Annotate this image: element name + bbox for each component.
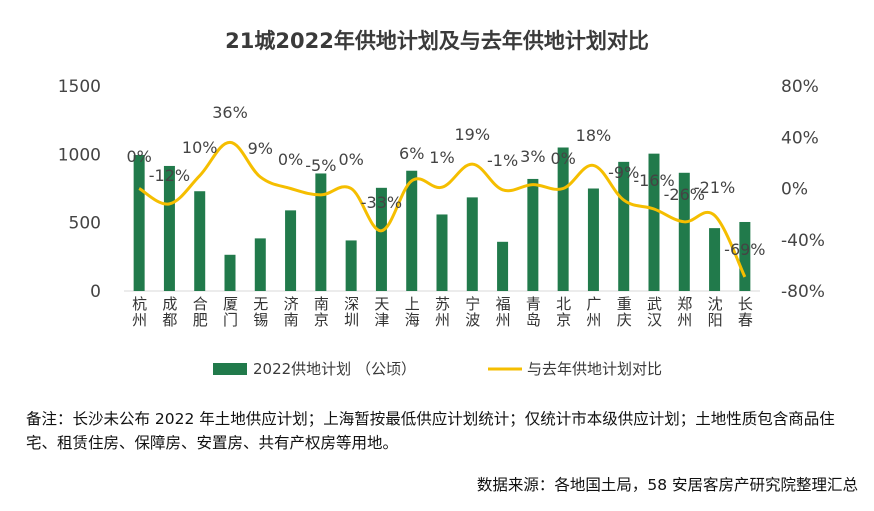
line-data-label: 19% <box>455 125 491 144</box>
line-data-label: -26% <box>664 185 705 204</box>
bar <box>678 172 690 291</box>
category-label: 无锡 <box>251 296 269 328</box>
category-label: 武汉 <box>645 296 663 328</box>
left-tick-label: 1500 <box>58 77 101 97</box>
bar <box>163 165 175 291</box>
line-data-label: -69% <box>724 240 765 259</box>
line-data-label: 10% <box>182 138 218 157</box>
category-label: 长春 <box>736 296 754 328</box>
data-source: 数据来源：各地国土局，58 安居客房产研究院整理汇总 <box>476 476 858 494</box>
legend: 2022供地计划 （公顷） 与去年供地计划对比 <box>213 360 662 378</box>
line-data-label: 0% <box>550 149 575 168</box>
bar <box>375 187 387 291</box>
category-label: 南京 <box>312 296 330 328</box>
category-label: 杭州 <box>130 296 148 328</box>
category-label: 沈阳 <box>706 296 724 328</box>
category-label: 苏州 <box>433 296 451 328</box>
left-tick-label: 0 <box>90 282 101 302</box>
bar <box>345 240 357 291</box>
left-tick-label: 500 <box>69 214 101 234</box>
category-label: 上海 <box>403 296 421 328</box>
bar <box>194 191 206 291</box>
category-label: 成都 <box>160 296 178 328</box>
bar <box>436 214 448 291</box>
category-label: 宁波 <box>463 296 481 328</box>
line-data-label: -5% <box>305 156 336 175</box>
category-label: 深圳 <box>342 296 360 328</box>
right-tick-label: -80% <box>781 282 825 302</box>
line-data-label: 18% <box>576 126 612 145</box>
bar <box>648 153 660 291</box>
bar <box>709 228 721 291</box>
category-label: 福州 <box>494 296 512 328</box>
line-data-label: 0% <box>338 150 363 169</box>
bar <box>254 238 266 291</box>
line-data-label: -21% <box>694 178 735 197</box>
bar <box>497 241 509 291</box>
line-data-label: -12% <box>149 166 190 185</box>
line-data-label: -1% <box>487 151 518 170</box>
chart-title: 21城2022年供地计划及与去年供地计划对比 <box>225 29 649 53</box>
right-tick-label: 40% <box>781 128 819 148</box>
category-label: 重庆 <box>615 296 633 328</box>
category-label: 青岛 <box>524 296 542 328</box>
right-tick-label: 80% <box>781 77 819 97</box>
line-data-label: -9% <box>608 163 639 182</box>
bar <box>527 178 539 291</box>
right-tick-label: 0% <box>781 180 808 200</box>
category-label: 广州 <box>584 296 602 328</box>
category-label: 北京 <box>554 296 572 328</box>
bar <box>618 161 630 291</box>
bar-series <box>133 147 751 291</box>
category-label: 济南 <box>282 296 300 328</box>
line-labels: 0%-12%10%36%9%0% -5% 0%-33%6% 1%19%-1% 3% 0%1… <box>126 103 765 259</box>
bar <box>466 197 478 291</box>
line-data-label: -33% <box>361 193 402 212</box>
category-label: 合肥 <box>191 296 209 328</box>
category-label: 郑州 <box>675 296 693 328</box>
legend-line-label: 与去年供地计划对比 <box>527 360 662 378</box>
line-data-label: 0% <box>126 147 151 166</box>
footnote: 备注：长沙未公布 2022 年土地供应计划；上海暂按最低供应计划统计；仅统计市本… <box>26 410 835 452</box>
legend-bar-label: 2022供地计划 （公顷） <box>253 360 416 378</box>
category-label: 厦门 <box>221 296 239 328</box>
bar <box>133 155 145 291</box>
legend-bar-swatch <box>213 363 247 375</box>
line-data-label: 1% <box>429 148 454 167</box>
line-data-label: -16% <box>633 171 674 190</box>
right-axis: -80% -40% 0% 40% 80% <box>781 77 825 302</box>
bar <box>315 173 327 291</box>
line-series <box>138 140 747 278</box>
bar <box>557 147 569 291</box>
category-label: 天津 <box>372 296 390 328</box>
category-labels: 杭州 成都 合肥 厦门 无锡 济南 南京 深圳 天津 上海 苏州 宁波 福州 青岛 北京 广州 重庆 武汉 郑州 沈阳… <box>130 296 754 328</box>
line-data-label: 0% <box>278 150 303 169</box>
bar <box>587 188 599 291</box>
line-data-label: 3% <box>520 147 545 166</box>
bar <box>224 254 236 291</box>
bar <box>406 170 418 291</box>
bar <box>285 210 297 291</box>
left-tick-label: 1000 <box>58 145 101 165</box>
line-data-label: 9% <box>248 139 273 158</box>
line-data-label: 36% <box>212 103 248 122</box>
chart: 21城2022年供地计划及与去年供地计划对比 0 500 1000 1500 -80%… <box>58 29 825 378</box>
line-data-label: 6% <box>399 144 424 163</box>
right-tick-label: -40% <box>781 231 825 251</box>
bar <box>739 221 751 291</box>
